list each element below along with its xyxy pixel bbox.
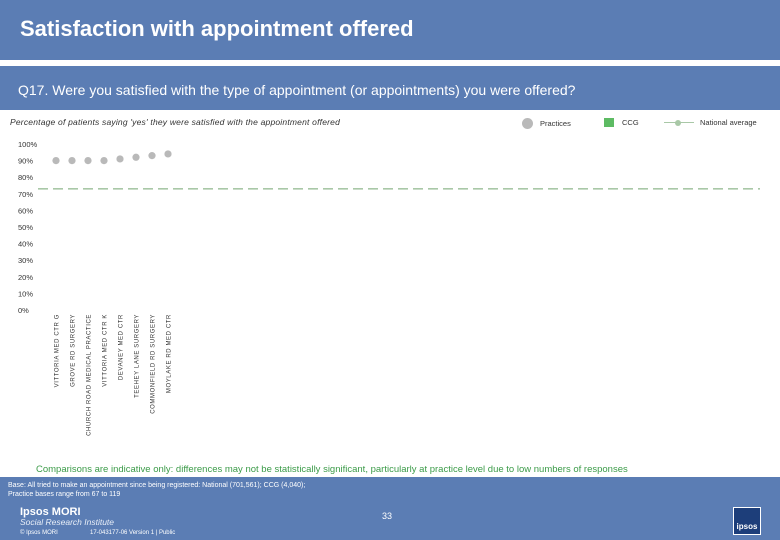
- practice-point: [84, 157, 92, 165]
- legend-ccg-label: CCG: [622, 118, 639, 127]
- ipsos-logo-subtitle: Social Research Institute: [20, 517, 115, 527]
- category-label: VITTORIA MED CTR K: [103, 314, 109, 387]
- practice-point: [164, 150, 172, 158]
- base-note: Base: All tried to make an appointment s…: [8, 481, 305, 499]
- legend-practices-label: Practices: [540, 119, 571, 128]
- national-line-icon: [664, 119, 694, 126]
- page-title: Satisfaction with appointment offered: [20, 16, 414, 41]
- y-tick-label: 50%: [18, 223, 33, 232]
- y-tick-label: 90%: [18, 157, 33, 166]
- copyright-text: © Ipsos MORI: [20, 530, 58, 536]
- footer-bar: Base: All tried to make an appointment s…: [0, 477, 780, 540]
- scatter-chart: 0% 10% 20% 30% 40% 50% 60% 70% 80% 90% 100% VITTORI…: [18, 140, 760, 436]
- y-tick-label: 70%: [18, 190, 33, 199]
- caveat-text: Comparisons are indicative only: differe…: [36, 464, 628, 475]
- base-line-1: Base: All tried to make an appointment s…: [8, 482, 306, 489]
- ccg-square-icon: [604, 118, 614, 127]
- ipsos-icon: ipsos: [733, 507, 761, 535]
- y-tick-label: 100%: [18, 140, 38, 149]
- reference-text: 17-043177-06 Version 1 | Public: [90, 530, 176, 536]
- category-label: CHURCH ROAD MEDICAL PRACTICE: [87, 314, 93, 436]
- category-label: COMMONFIELD RD SURGERY: [151, 314, 157, 414]
- legend-national: National average: [664, 118, 757, 127]
- base-line-2: Practice bases range from 67 to 119: [8, 491, 121, 498]
- practice-point: [68, 157, 76, 165]
- y-tick-label: 20%: [18, 273, 33, 282]
- y-tick-label: 30%: [18, 256, 33, 265]
- practice-point: [100, 157, 108, 165]
- ipsos-logo: Ipsos MORI: [20, 506, 81, 518]
- category-label: MOYLAKE RD MED CTR: [167, 314, 173, 393]
- practice-dot-icon: [522, 118, 533, 129]
- y-tick-label: 80%: [18, 173, 33, 182]
- legend-ccg: CCG: [604, 118, 639, 127]
- practice-point: [116, 155, 124, 163]
- practice-point: [148, 152, 156, 160]
- practice-point: [132, 153, 140, 161]
- y-tick-label: 60%: [18, 206, 33, 215]
- practice-point: [52, 157, 60, 165]
- page-number: 33: [382, 511, 393, 521]
- y-tick-label: 0%: [18, 306, 29, 315]
- question-text: Q17. Were you satisfied with the type of…: [18, 82, 576, 98]
- header-bar: Satisfaction with appointment offered: [0, 0, 780, 60]
- category-label: VITTORIA MED CTR G: [55, 314, 61, 387]
- category-label: DEVANEY MED CTR: [119, 314, 125, 380]
- legend-practices: Practices: [522, 118, 571, 129]
- y-tick-label: 10%: [18, 289, 33, 298]
- question-bar: Q17. Were you satisfied with the type of…: [0, 66, 780, 110]
- y-tick-label: 40%: [18, 240, 33, 249]
- category-label: TEEHEY LANE SURGERY: [135, 314, 141, 398]
- chart-subtitle: Percentage of patients saying 'yes' they…: [10, 117, 341, 127]
- legend-national-label: National average: [700, 118, 757, 127]
- category-label: GROVE RD SURGERY: [71, 314, 77, 387]
